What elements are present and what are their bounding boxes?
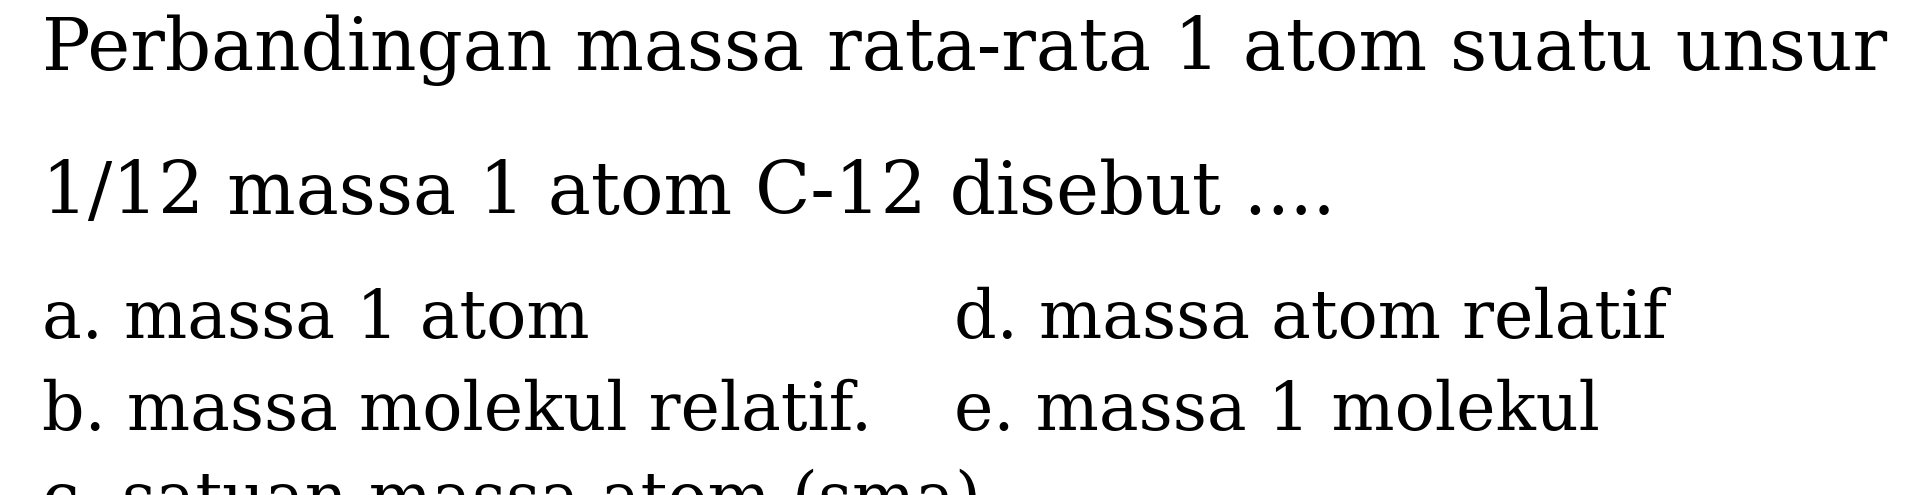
Text: Perbandingan massa rata-rata 1 atom suatu unsur dengan: Perbandingan massa rata-rata 1 atom suat… (42, 15, 1907, 87)
Text: a. massa 1 atom: a. massa 1 atom (42, 287, 589, 352)
Text: e. massa 1 molekul: e. massa 1 molekul (954, 379, 1600, 444)
Text: 1/12 massa 1 atom C-12 disebut ....: 1/12 massa 1 atom C-12 disebut .... (42, 158, 1335, 229)
Text: d. massa atom relatif: d. massa atom relatif (954, 287, 1667, 352)
Text: c. satuan massa atom (sma): c. satuan massa atom (sma) (42, 468, 980, 495)
Text: b. massa molekul relatif.: b. massa molekul relatif. (42, 379, 871, 444)
